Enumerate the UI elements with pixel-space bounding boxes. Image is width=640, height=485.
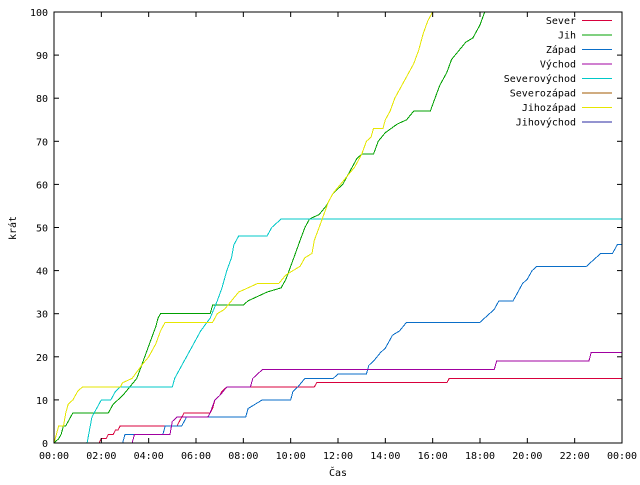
x-tick-label: 06:00 (181, 451, 211, 462)
series-line-3 (54, 352, 622, 444)
legend-label: Jihozápad (522, 102, 576, 114)
x-tick-label: 22:00 (560, 451, 590, 462)
x-tick-labels: 00:00 02:00 04:00 06:00 08:00 10:00 12:00 14:00… (39, 451, 637, 462)
y-tick-label: 80 (36, 94, 48, 105)
series-line-4 (54, 218, 622, 444)
legend-label: Východ (540, 59, 576, 71)
legend-label: Jih (558, 31, 576, 42)
y-tick-label: 20 (36, 353, 48, 364)
y-axis-label: krát (7, 216, 19, 240)
y-tick-label: 10 (36, 396, 48, 407)
series-line-0 (54, 377, 622, 444)
x-tick-label: 20:00 (512, 451, 542, 462)
x-tick-label: 18:00 (465, 451, 495, 462)
legend-label: Západ (546, 44, 576, 56)
series-line-1 (53, 11, 486, 444)
ticks-layer (53, 11, 623, 444)
y-tick-label: 60 (36, 180, 48, 191)
x-tick-label: 14:00 (370, 451, 400, 462)
y-tick-label: 100 (30, 8, 48, 19)
y-tick-labels: 0 10 20 30 40 50 60 70 80 90 100 (30, 8, 48, 450)
x-tick-label: 00:00 (39, 451, 69, 462)
legend-label: Sever (546, 16, 576, 27)
legend: Sever Jih Západ Východ Severovýchod Severozáp… (504, 16, 612, 129)
x-tick-label: 04:00 (134, 451, 164, 462)
x-tick-label: 12:00 (323, 451, 353, 462)
y-tick-label: 50 (36, 224, 48, 235)
y-tick-label: 90 (36, 51, 48, 62)
x-tick-label: 02:00 (86, 451, 116, 462)
y-tick-label: 40 (36, 267, 48, 278)
y-tick-label: 0 (42, 439, 48, 450)
x-tick-label: 00:00 (607, 451, 637, 462)
x-tick-label: 16:00 (418, 451, 448, 462)
legend-label: Jihovýchod (516, 117, 576, 129)
series-line-6 (53, 11, 434, 444)
x-tick-label: 10:00 (276, 451, 306, 462)
x-tick-label: 08:00 (228, 451, 258, 462)
y-tick-label: 70 (36, 137, 48, 148)
legend-label: Severozápad (510, 88, 576, 100)
x-axis-label: Čas (329, 466, 347, 479)
y-tick-label: 30 (36, 310, 48, 321)
legend-label: Severovýchod (504, 73, 576, 85)
